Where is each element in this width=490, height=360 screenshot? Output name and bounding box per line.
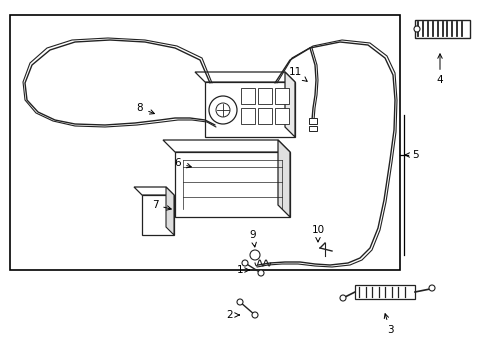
Circle shape: [252, 312, 258, 318]
Circle shape: [414, 26, 420, 32]
Text: 8: 8: [137, 103, 154, 114]
Text: 7: 7: [152, 200, 171, 210]
Polygon shape: [142, 195, 174, 235]
Bar: [355, 285, 415, 299]
Text: 5: 5: [405, 150, 418, 160]
Circle shape: [209, 96, 237, 124]
Circle shape: [258, 270, 264, 276]
Bar: [415, 20, 470, 38]
Bar: [10, 15, 400, 270]
Text: 9: 9: [250, 230, 256, 247]
Circle shape: [250, 250, 260, 260]
Text: 10: 10: [312, 225, 324, 242]
Bar: [309, 126, 317, 131]
Text: 11: 11: [289, 67, 307, 81]
Text: 6: 6: [175, 158, 191, 168]
Bar: [175, 152, 290, 217]
Text: 1: 1: [237, 265, 249, 275]
Text: 3: 3: [384, 314, 393, 335]
Polygon shape: [195, 72, 295, 82]
Circle shape: [237, 299, 243, 305]
Bar: [309, 118, 317, 124]
Circle shape: [429, 285, 435, 291]
Bar: [205, 82, 295, 137]
Bar: [241, 108, 255, 124]
Circle shape: [216, 103, 230, 117]
Polygon shape: [166, 187, 174, 235]
Text: 4: 4: [437, 54, 443, 85]
Polygon shape: [278, 140, 290, 217]
Text: 2: 2: [227, 310, 239, 320]
Circle shape: [340, 295, 346, 301]
Bar: [275, 108, 289, 124]
Bar: [275, 88, 289, 104]
Bar: [258, 108, 272, 124]
Bar: [241, 88, 255, 104]
Polygon shape: [285, 72, 295, 137]
Circle shape: [242, 260, 248, 266]
Bar: [258, 88, 272, 104]
Polygon shape: [163, 140, 290, 152]
Polygon shape: [134, 187, 174, 195]
